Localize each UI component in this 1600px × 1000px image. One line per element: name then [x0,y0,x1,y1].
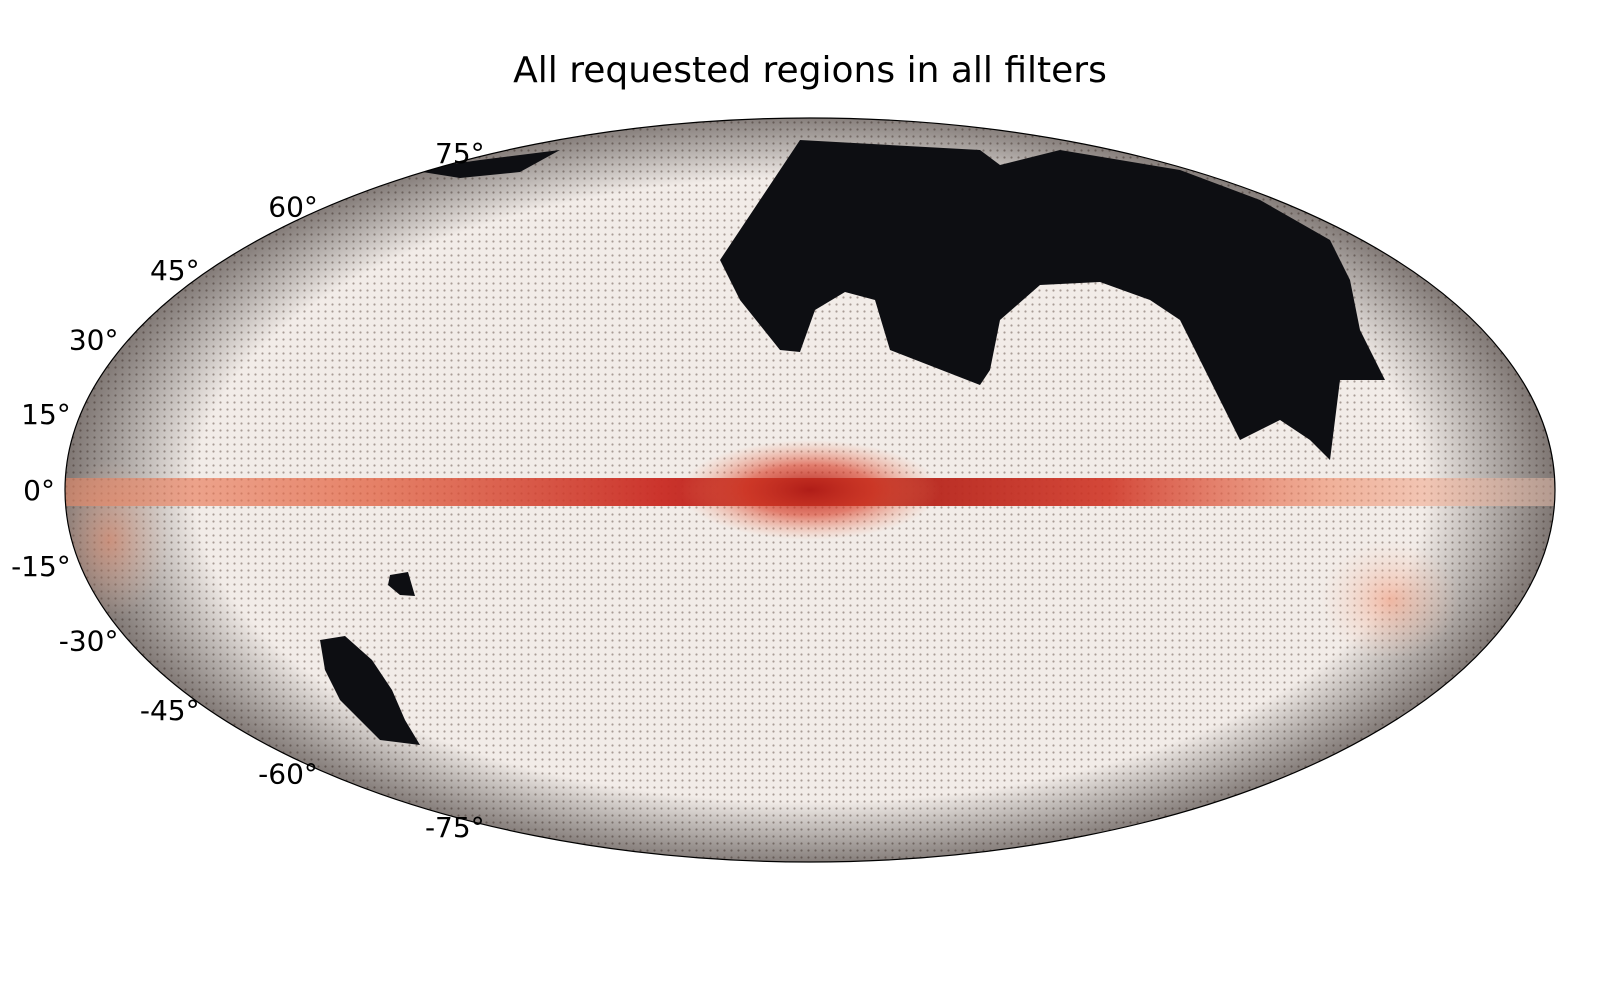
lat-tick-label: 60° [268,190,318,223]
unobserved-region-north [720,140,1385,460]
lat-tick-label: -45° [140,694,200,727]
lat-tick-label: -75° [425,811,485,844]
lat-tick-label: -60° [258,758,318,791]
lat-tick-label: 15° [21,398,71,431]
lat-tick-label: 30° [69,324,119,357]
lat-tick-label: 0° [23,474,55,507]
unobserved-region-north-edge [410,150,560,178]
lat-tick-label: -15° [11,550,71,583]
sky-map [65,118,1555,862]
soft-region-southeast [1320,540,1460,660]
unobserved-region-south-a [388,572,415,596]
unobserved-region-south-b [320,636,420,745]
lat-tick-label: 45° [150,254,200,287]
chart-title: All requested regions in all filters [513,50,1107,91]
latitude-tick-labels: 75° 60° 45° 30° 15° 0° -15° -30° -45° -60° -75° [11,137,485,844]
lat-tick-label: 75° [435,137,485,170]
galactic-bulge [680,440,940,540]
map-border [64,117,1556,863]
galactic-plane [65,440,1555,540]
lat-tick-label: -30° [59,624,119,657]
